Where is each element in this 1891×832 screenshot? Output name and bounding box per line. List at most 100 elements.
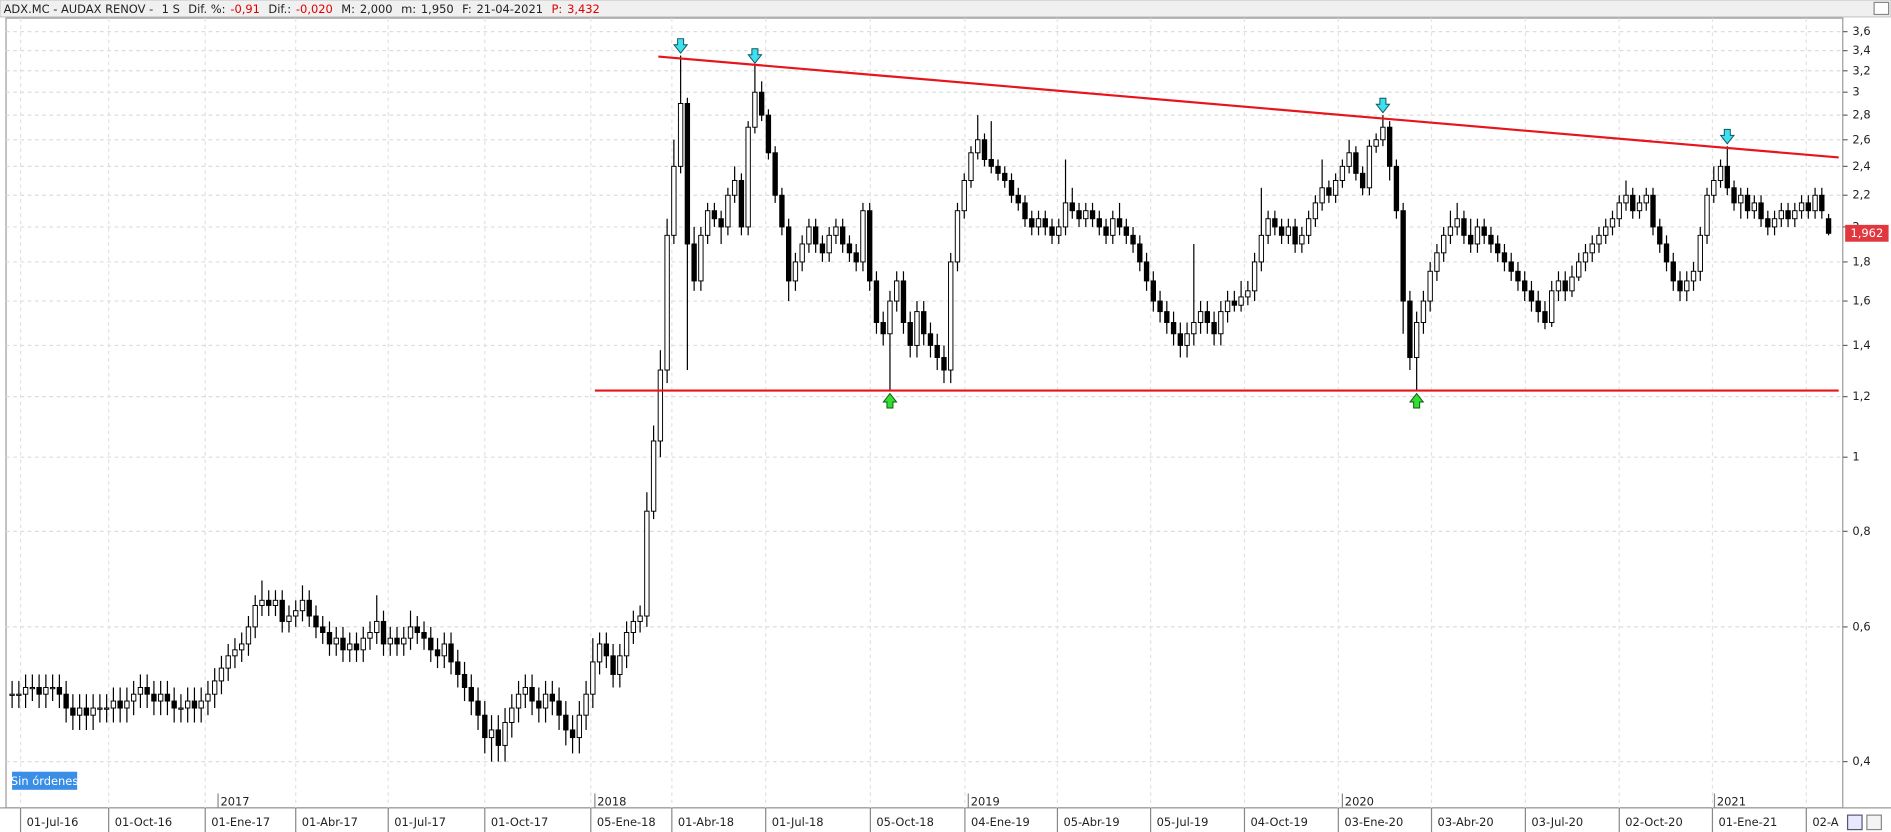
candle-body xyxy=(1278,226,1285,236)
candle-body xyxy=(272,599,279,606)
candle-body xyxy=(765,114,772,154)
save-icon[interactable] xyxy=(1846,814,1863,831)
candle-body xyxy=(934,344,940,358)
candle-body xyxy=(367,632,373,639)
candle-body xyxy=(130,693,137,702)
candle-body xyxy=(110,700,117,709)
candle-body xyxy=(1353,152,1359,174)
candle-body xyxy=(1609,218,1616,228)
candle-body xyxy=(873,280,880,323)
candle-body xyxy=(22,687,29,695)
candle-body xyxy=(1630,194,1636,212)
candle-body xyxy=(1657,226,1663,245)
y-tick-label: 0,6 xyxy=(1852,619,1870,633)
y-tick-label: 2,2 xyxy=(1852,188,1870,202)
candle-body xyxy=(293,610,299,617)
window-button[interactable] xyxy=(1873,1,1890,16)
x-tick-label: 03-Jul-20 xyxy=(1531,815,1583,829)
candle-body xyxy=(9,693,15,696)
candle-body xyxy=(1096,218,1102,228)
x-tick-label: 01-Jul-18 xyxy=(772,815,824,829)
candle-body xyxy=(968,152,974,181)
candle-body xyxy=(1056,226,1062,236)
candle-body xyxy=(1150,280,1156,302)
candle-body xyxy=(468,687,474,702)
candle-body xyxy=(522,687,528,695)
candle-body xyxy=(1501,252,1508,263)
candle-body xyxy=(1407,300,1413,358)
year-label: 2019 xyxy=(971,794,1000,808)
candle-body xyxy=(1272,218,1278,228)
candle-body xyxy=(306,599,312,617)
candle-body xyxy=(1251,261,1258,292)
candle-body xyxy=(1326,187,1332,196)
candle-body xyxy=(1049,226,1055,236)
candle-body xyxy=(151,693,157,702)
candle-body xyxy=(394,637,400,645)
candle-body xyxy=(252,604,258,628)
last-price-box xyxy=(1845,224,1889,242)
candle-body xyxy=(1062,202,1069,228)
candle-body xyxy=(1812,194,1818,212)
candle-body xyxy=(1413,322,1420,358)
y-tick-label: 2,8 xyxy=(1852,108,1870,122)
candle-body xyxy=(536,700,542,709)
candle-body xyxy=(1670,261,1676,282)
candle-body xyxy=(1319,187,1325,204)
candle-body xyxy=(428,637,434,651)
candle-body xyxy=(583,693,589,716)
candle-body xyxy=(1042,218,1048,228)
candle-body xyxy=(185,700,191,709)
candle-body xyxy=(1420,300,1427,323)
y-tick-label: 3,6 xyxy=(1852,24,1870,38)
candle-body xyxy=(1468,234,1474,245)
candle-body xyxy=(549,693,555,702)
x-tick-label: 01-Oct-16 xyxy=(115,815,172,829)
candle-body xyxy=(1069,202,1075,212)
orders-badge[interactable] xyxy=(12,771,78,790)
field-label: Dif.: xyxy=(268,2,291,16)
candle-body xyxy=(1022,202,1028,220)
sell-arrow xyxy=(747,48,763,64)
y-tick-label: 2,4 xyxy=(1852,159,1870,173)
candle-body xyxy=(1143,261,1150,282)
candle-body xyxy=(1332,180,1339,196)
candle-body xyxy=(1738,194,1744,204)
candle-body xyxy=(1400,210,1406,302)
y-tick-label: 3,2 xyxy=(1852,63,1870,77)
candle-body xyxy=(326,632,333,645)
candle-body xyxy=(1522,280,1528,292)
candle-body xyxy=(1616,202,1622,220)
x-tick-label: 01-Jul-16 xyxy=(27,815,79,829)
candle-body xyxy=(1002,172,1008,181)
header-text: ADX.MC - AUDAX RENOV - 1 S Dif. %: -0,91… xyxy=(4,2,600,16)
candle-body xyxy=(164,693,171,702)
candle-body xyxy=(90,707,96,716)
candle-body xyxy=(542,693,549,709)
candle-body xyxy=(1684,280,1690,292)
candle-body xyxy=(1440,234,1447,254)
candle-body xyxy=(353,643,360,651)
candle-body xyxy=(887,300,893,335)
x-tick-label: 05-Oct-18 xyxy=(876,815,933,829)
y-tick-label: 3,4 xyxy=(1852,43,1870,57)
candle-body xyxy=(83,707,90,716)
candle-body xyxy=(1765,218,1771,228)
candle-body xyxy=(488,729,495,739)
candle-body xyxy=(1528,290,1535,302)
candle-body xyxy=(1603,226,1609,236)
candle-body xyxy=(1299,234,1305,245)
candle-body xyxy=(677,103,684,167)
candle-body xyxy=(434,649,441,657)
candle-body xyxy=(718,218,724,228)
candle-body xyxy=(731,180,738,196)
tool-icon[interactable] xyxy=(1866,814,1882,831)
candle-body xyxy=(157,693,164,702)
candle-body xyxy=(1447,226,1454,236)
candle-body xyxy=(171,700,177,709)
candle-body xyxy=(812,226,819,245)
year-label: 2021 xyxy=(1717,794,1746,808)
candle-body xyxy=(1427,270,1433,302)
candle-body xyxy=(1245,290,1251,298)
candle-body xyxy=(495,729,501,746)
